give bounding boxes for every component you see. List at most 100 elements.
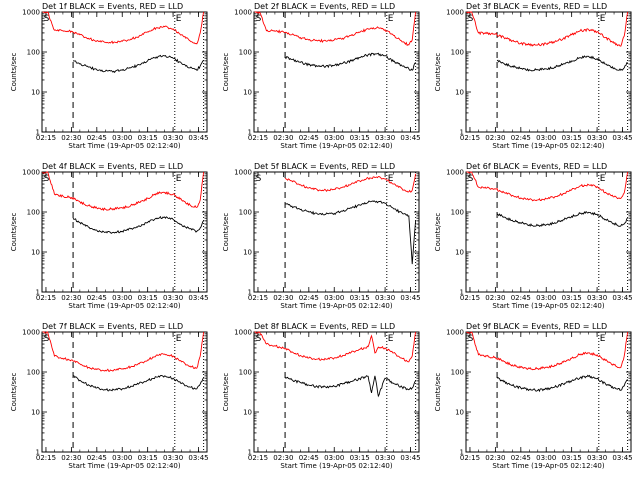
y-tick-label: 100 — [27, 369, 40, 377]
panel-title: Det 7f BLACK = Events, RED = LLD — [42, 322, 183, 331]
y-tick-label: 1 — [248, 129, 252, 137]
x-tick-label: 03:45 — [188, 134, 208, 142]
panel-title: Det 5f BLACK = Events, RED = LLD — [254, 162, 395, 171]
y-axis-label: Counts/sec — [434, 373, 442, 412]
panel-det-5: Det 5f BLACK = Events, RED = LLD 1 10 100 10… — [222, 162, 421, 310]
y-tick-label: 100 — [239, 209, 252, 217]
series-lld — [284, 173, 417, 193]
marker-e: E — [388, 334, 394, 344]
panel-title: Det 4f BLACK = Events, RED = LLD — [42, 162, 183, 171]
x-tick-label: 02:15 — [248, 134, 268, 142]
y-tick-label: 1 — [36, 289, 40, 297]
panel-title: Det 2f BLACK = Events, RED = LLD — [254, 2, 395, 11]
y-tick-label: 1000 — [234, 9, 252, 17]
marker-e: E — [176, 14, 182, 24]
y-axis-label: Counts/sec — [10, 373, 18, 412]
x-tick-label: 03:15 — [562, 294, 582, 302]
y-tick-label: 10 — [243, 89, 252, 97]
y-axis-label: Counts/sec — [222, 373, 230, 412]
y-tick-label: 1000 — [22, 329, 40, 337]
marker-s: S — [256, 174, 262, 184]
y-axis-label: Counts/sec — [222, 53, 230, 92]
panel-title: Det 8f BLACK = Events, RED = LLD — [254, 322, 395, 331]
x-tick-label: 02:45 — [511, 294, 531, 302]
x-tick-label: 02:45 — [511, 454, 531, 462]
y-tick-label: 100 — [27, 49, 40, 57]
series-lld — [466, 171, 629, 202]
y-tick-label: 100 — [239, 49, 252, 57]
y-axis-label: Counts/sec — [222, 213, 230, 252]
plot-frame — [465, 11, 632, 133]
x-axis-label: Start Time (19-Apr-05 02:12:40) — [492, 462, 604, 470]
marker-s: S — [468, 14, 474, 24]
marker-s: S — [256, 14, 262, 24]
marker-e: E — [600, 174, 606, 184]
y-tick-label: 10 — [455, 249, 464, 257]
x-tick-label: 02:30 — [273, 454, 293, 462]
x-tick-label: 03:00 — [112, 454, 132, 462]
y-tick-label: 1000 — [234, 169, 252, 177]
x-tick-label: 03:45 — [188, 294, 208, 302]
x-axis-label: Start Time (19-Apr-05 02:12:40) — [68, 462, 180, 470]
x-tick-label: 03:15 — [562, 454, 582, 462]
marker-s: S — [44, 14, 50, 24]
x-tick-label: 02:45 — [299, 134, 319, 142]
y-tick-label: 1 — [460, 289, 464, 297]
y-tick-label: 100 — [239, 369, 252, 377]
x-tick-label: 02:30 — [485, 134, 505, 142]
x-tick-label: 02:15 — [248, 294, 268, 302]
panel-det-9: Det 9f BLACK = Events, RED = LLD 1 10 100 10… — [434, 322, 633, 470]
plot-frame — [41, 11, 208, 133]
y-axis-label: Counts/sec — [434, 213, 442, 252]
series-events — [72, 215, 204, 235]
series-lld — [466, 331, 629, 371]
x-tick-label: 02:45 — [87, 294, 107, 302]
y-tick-label: 1 — [36, 449, 40, 457]
y-tick-label: 10 — [455, 409, 464, 417]
marker-s: S — [44, 174, 50, 184]
x-tick-label: 02:15 — [460, 294, 480, 302]
x-tick-label: 03:30 — [587, 294, 607, 302]
x-tick-label: 03:00 — [536, 134, 556, 142]
x-tick-label: 02:45 — [299, 294, 319, 302]
y-tick-label: 1 — [460, 129, 464, 137]
panel-det-6: Det 6f BLACK = Events, RED = LLD 1 10 100 10… — [434, 162, 633, 310]
series-lld — [254, 11, 417, 47]
series-events — [496, 55, 628, 72]
y-axis-label: Counts/sec — [434, 53, 442, 92]
y-axis-label: Counts/sec — [10, 53, 18, 92]
plot-frame — [253, 331, 420, 453]
x-tick-label: 02:30 — [61, 294, 81, 302]
x-tick-label: 02:15 — [460, 454, 480, 462]
series-events — [496, 374, 628, 393]
y-tick-label: 100 — [451, 49, 464, 57]
marker-e: E — [388, 174, 394, 184]
panel-det-8: Det 8f BLACK = Events, RED = LLD 1 10 100 10… — [222, 322, 421, 470]
x-tick-label: 03:30 — [375, 134, 395, 142]
x-tick-label: 02:15 — [36, 454, 56, 462]
y-tick-label: 10 — [455, 89, 464, 97]
x-tick-label: 03:30 — [163, 134, 183, 142]
plot-frame — [465, 171, 632, 293]
x-tick-label: 03:45 — [188, 454, 208, 462]
x-tick-label: 02:15 — [248, 454, 268, 462]
x-tick-label: 03:00 — [324, 294, 344, 302]
plot-frame — [253, 11, 420, 133]
marker-s: S — [256, 334, 262, 344]
x-axis-label: Start Time (19-Apr-05 02:12:40) — [492, 142, 604, 150]
panel-title: Det 1f BLACK = Events, RED = LLD — [42, 2, 183, 11]
x-tick-label: 03:45 — [400, 294, 420, 302]
x-tick-label: 02:15 — [36, 134, 56, 142]
y-tick-label: 100 — [451, 369, 464, 377]
x-tick-label: 03:00 — [536, 454, 556, 462]
y-axis-label: Counts/sec — [10, 213, 18, 252]
y-tick-label: 1000 — [22, 169, 40, 177]
y-tick-label: 1000 — [22, 9, 40, 17]
panel-det-3: Det 3f BLACK = Events, RED = LLD 1 10 100 10… — [434, 2, 633, 150]
panel-title: Det 3f BLACK = Events, RED = LLD — [466, 2, 607, 11]
marker-s: S — [468, 174, 474, 184]
y-tick-label: 10 — [31, 249, 40, 257]
x-tick-label: 03:15 — [350, 134, 370, 142]
